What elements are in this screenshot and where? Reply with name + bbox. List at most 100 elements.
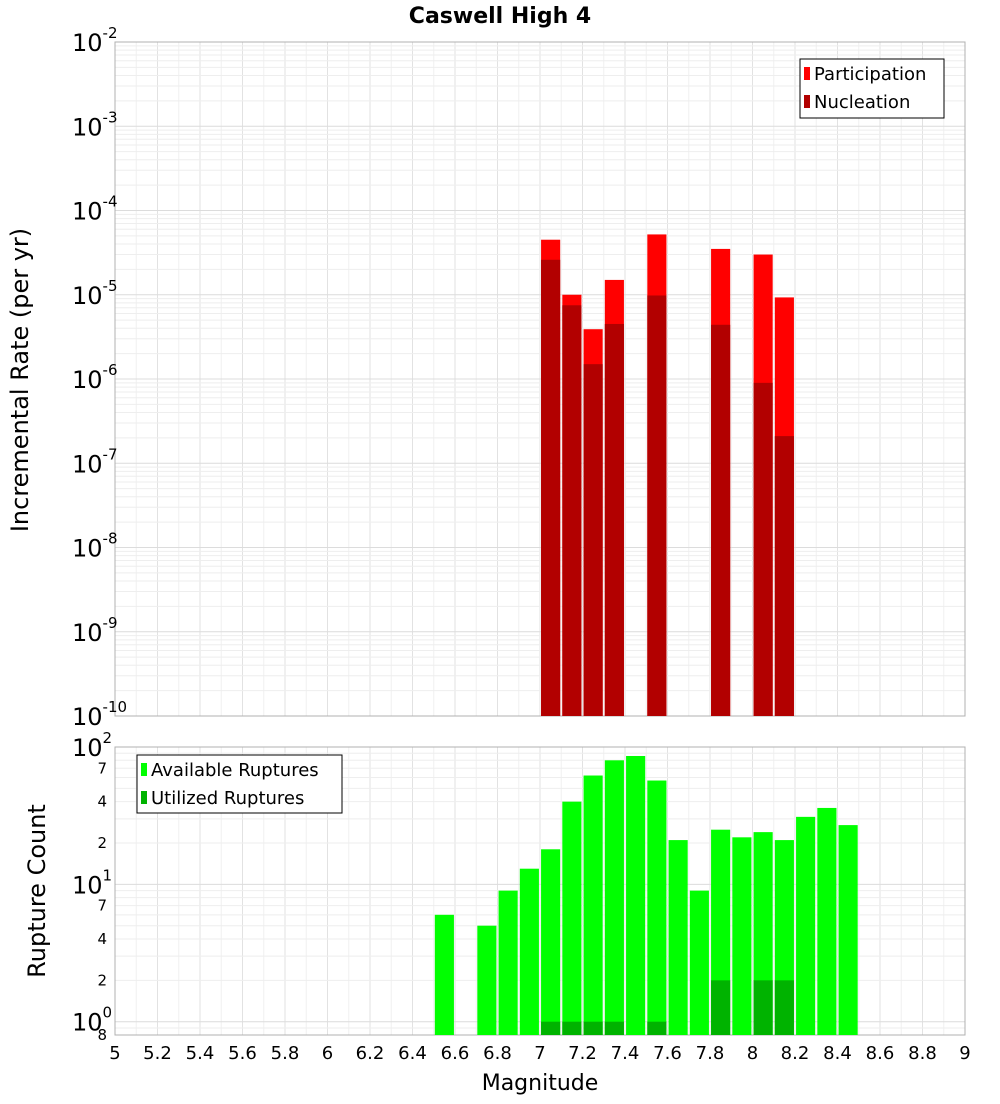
y-tick-label: 10-2 [72, 24, 118, 57]
top-bars [541, 234, 794, 717]
x-tick-label: 6.4 [398, 1043, 427, 1064]
bar-utilized-ruptures [604, 1021, 624, 1035]
top-plot-frame [114, 41, 966, 717]
bottom-legend: Available Ruptures Utilized Ruptures [136, 754, 343, 814]
bar-available-ruptures [519, 868, 539, 1035]
x-tick-label: 8 [747, 1043, 758, 1064]
legend-swatch-participation [804, 67, 810, 80]
bar-nucleation [562, 305, 582, 716]
top-grid [114, 42, 966, 717]
y-minor-tick-label: 4 [97, 793, 107, 811]
y-tick-label: 10-10 [72, 698, 127, 731]
y-tick-label: 10-6 [72, 361, 118, 394]
bar-utilized-ruptures [774, 980, 794, 1035]
top-legend-box [799, 58, 945, 119]
chart-title: Caswell High 4 [409, 4, 591, 29]
bar-nucleation [774, 436, 794, 716]
x-tick-label: 8.2 [781, 1043, 810, 1064]
bar-available-ruptures [541, 849, 561, 1035]
y-minor-tick-label: 7 [97, 897, 107, 915]
y-tick-label: 101 [72, 866, 112, 899]
y-tick-label: 100 [72, 1004, 112, 1037]
top-y-tick-labels: 10-10 10-9 10-8 10-7 10-6 10-5 10-4 10-3 10-2 [72, 24, 127, 731]
bar-available-ruptures [604, 760, 624, 1035]
bar-utilized-ruptures [711, 980, 731, 1035]
x-tick-label: 8.8 [908, 1043, 937, 1064]
bar-nucleation [604, 323, 624, 716]
x-axis-label: Magnitude [482, 1071, 599, 1096]
y-tick-label: 10-4 [72, 193, 118, 226]
bar-utilized-ruptures [753, 980, 773, 1035]
y-minor-tick-label: 7 [97, 759, 107, 777]
legend-swatch-available-ruptures [141, 763, 147, 776]
bottom-plot-frame [114, 746, 966, 1036]
bottom-plot: 102 101 100 7 4 2 7 4 2 8 5 5.2 5.4 5.6 5.8 6 6.2 6.4 6.6… [23, 729, 971, 1096]
bar-available-ruptures [498, 890, 518, 1035]
top-y-axis-label: Incremental Rate (per yr) [6, 228, 34, 532]
y-minor-tick-label: 4 [97, 930, 107, 948]
x-tick-label: 6.8 [483, 1043, 512, 1064]
bar-available-ruptures [668, 840, 688, 1035]
bar-available-ruptures [817, 807, 837, 1035]
bar-available-ruptures [838, 825, 858, 1035]
bar-available-ruptures [434, 914, 454, 1035]
y-tick-label: 102 [72, 729, 112, 762]
bottom-y-axis-label: Rupture Count [23, 804, 51, 978]
x-tick-label: 7.4 [611, 1043, 640, 1064]
x-tick-label: 7.2 [568, 1043, 597, 1064]
bar-utilized-ruptures [647, 1021, 667, 1035]
bar-nucleation [583, 364, 603, 716]
bar-available-ruptures [689, 890, 709, 1035]
y-minor-tick-label: 2 [97, 834, 107, 852]
y-tick-label: 10-5 [72, 277, 118, 310]
bar-nucleation [711, 324, 731, 716]
x-tick-label: 5.8 [271, 1043, 300, 1064]
bar-utilized-ruptures [541, 1021, 561, 1035]
legend-label-utilized-ruptures: Utilized Ruptures [151, 788, 304, 809]
y-minor-tick-label: 8 [97, 1026, 107, 1044]
x-tick-label: 6 [322, 1043, 333, 1064]
x-tick-label: 8.6 [866, 1043, 895, 1064]
legend-swatch-utilized-ruptures [141, 791, 147, 804]
bottom-legend-box [136, 754, 343, 814]
x-tick-label: 5.6 [228, 1043, 257, 1064]
x-tick-labels: 5 5.2 5.4 5.6 5.8 6 6.2 6.4 6.6 6.8 7 7.2 7.4 7.6 7.8 8… [109, 1043, 970, 1064]
x-tick-label: 5.4 [186, 1043, 215, 1064]
x-tick-label: 6.2 [356, 1043, 385, 1064]
bar-utilized-ruptures [583, 1021, 603, 1035]
top-legend: Participation Nucleation [799, 58, 945, 119]
bottom-y-tick-labels: 102 101 100 7 4 2 7 4 2 8 [72, 729, 112, 1044]
legend-swatch-nucleation [804, 95, 810, 108]
bar-available-ruptures [562, 801, 582, 1035]
x-tick-label: 9 [959, 1043, 970, 1064]
x-tick-label: 5.2 [143, 1043, 172, 1064]
x-tick-label: 7 [534, 1043, 545, 1064]
bar-available-ruptures [647, 780, 667, 1035]
y-tick-label: 10-9 [72, 614, 118, 647]
bar-available-ruptures [796, 816, 816, 1035]
y-tick-label: 10-8 [72, 530, 118, 563]
bar-utilized-ruptures [562, 1021, 582, 1035]
bar-nucleation [647, 295, 667, 716]
y-tick-label: 10-3 [72, 108, 118, 141]
bar-available-ruptures [583, 775, 603, 1035]
legend-label-available-ruptures: Available Ruptures [151, 760, 319, 781]
x-tick-label: 7.6 [653, 1043, 682, 1064]
x-tick-label: 6.6 [441, 1043, 470, 1064]
top-plot: 10-10 10-9 10-8 10-7 10-6 10-5 10-4 10-3 10-2 In… [6, 24, 966, 731]
bar-available-ruptures [477, 925, 497, 1035]
bar-available-ruptures [732, 837, 752, 1035]
bar-available-ruptures [626, 755, 646, 1035]
bottom-bars [434, 755, 858, 1035]
bar-nucleation [753, 382, 773, 716]
y-tick-label: 10-7 [72, 445, 118, 478]
legend-label-nucleation: Nucleation [814, 92, 910, 113]
x-tick-label: 5 [109, 1043, 120, 1064]
x-tick-label: 7.8 [696, 1043, 725, 1064]
y-minor-tick-label: 2 [97, 971, 107, 989]
bar-nucleation [541, 259, 561, 716]
x-tick-label: 8.4 [823, 1043, 852, 1064]
legend-label-participation: Participation [814, 64, 926, 85]
